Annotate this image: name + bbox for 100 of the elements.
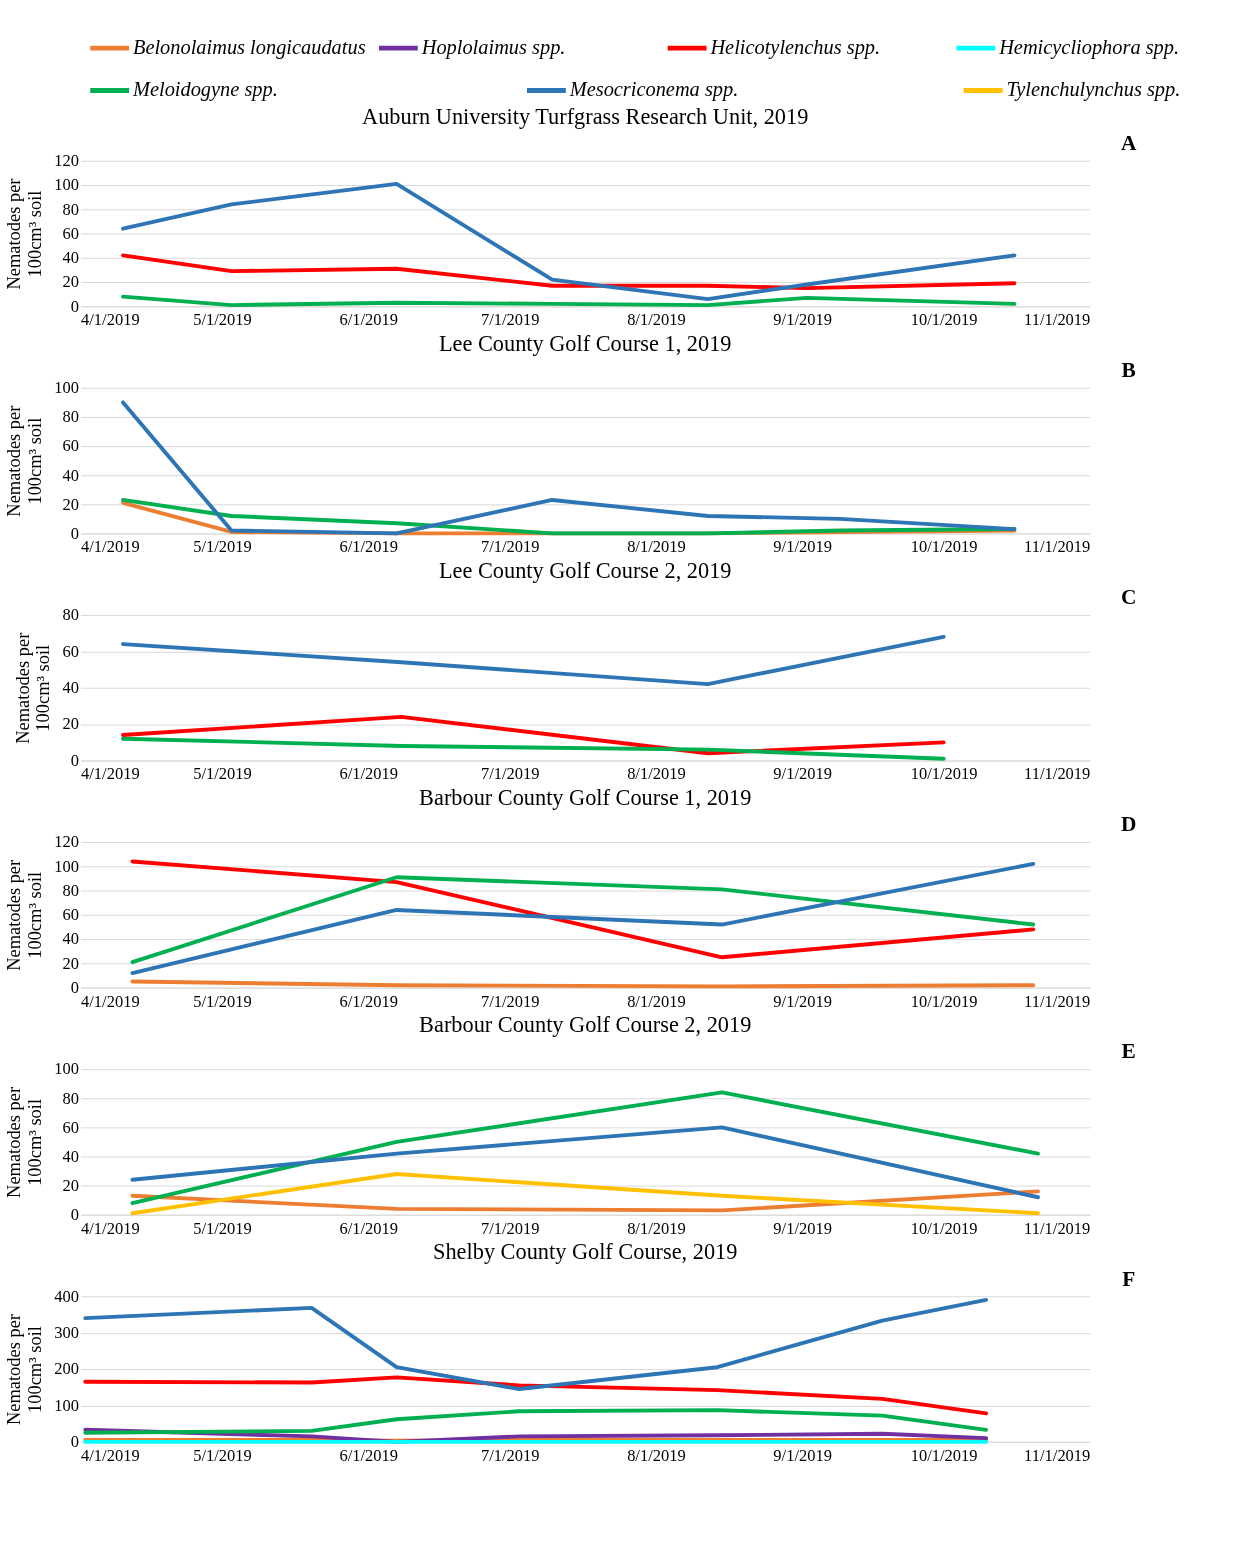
y-tick-label: 40 xyxy=(62,465,80,485)
y-tick-label: 0 xyxy=(70,750,80,770)
x-tick-label: 7/1/2019 xyxy=(480,1445,540,1465)
x-tick-label: 7/1/2019 xyxy=(480,310,540,330)
y-tick-label: 20 xyxy=(62,494,80,514)
x-tick-label: 11/1/2019 xyxy=(1024,764,1091,784)
x-tick-label: 11/1/2019 xyxy=(1024,1445,1091,1465)
legend-label: Mesocriconema spp. xyxy=(568,78,739,102)
x-tick-label: 10/1/2019 xyxy=(910,310,978,330)
y-tick-label: 40 xyxy=(62,248,80,268)
y-tick-label: 100 xyxy=(54,1059,80,1079)
x-tick-label: 8/1/2019 xyxy=(627,310,686,330)
y-tick-label: 300 xyxy=(54,1322,80,1342)
y-tick-label: 0 xyxy=(70,523,80,543)
chart-title: Barbour County Golf Course 1, 2019 xyxy=(419,785,752,811)
x-tick-label: 7/1/2019 xyxy=(480,764,540,784)
x-tick-label: 8/1/2019 xyxy=(627,764,686,784)
x-tick-label: 9/1/2019 xyxy=(773,537,832,557)
x-tick-label: 9/1/2019 xyxy=(773,1445,832,1465)
text: D xyxy=(1120,812,1137,837)
y-tick-label: 80 xyxy=(62,605,80,625)
y-tick-label: 100 xyxy=(54,175,80,195)
x-tick-label: 11/1/2019 xyxy=(1024,537,1091,557)
x-tick-label: 10/1/2019 xyxy=(910,1218,978,1238)
y-tick-label: 80 xyxy=(62,880,80,900)
x-tick-label: 5/1/2019 xyxy=(193,764,252,784)
x-tick-label: 7/1/2019 xyxy=(480,1218,540,1238)
x-tick-label: 6/1/2019 xyxy=(339,991,399,1011)
y-tick-label: 0 xyxy=(70,1432,80,1452)
legend-label: Helicotylenchus spp. xyxy=(709,35,881,59)
text: E xyxy=(1121,1039,1136,1064)
y-tick-label: 100 xyxy=(54,378,80,398)
x-tick-label: 6/1/2019 xyxy=(339,764,399,784)
y-tick-label: 20 xyxy=(62,1175,80,1195)
y-tick-label: 60 xyxy=(62,1117,80,1137)
x-tick-label: 5/1/2019 xyxy=(193,537,252,557)
chart-title: Barbour County Golf Course 2, 2019 xyxy=(419,1012,752,1038)
text: F xyxy=(1122,1266,1136,1291)
y-tick-label: 40 xyxy=(62,1146,80,1166)
legend-label: Tylenchulynchus spp. xyxy=(1006,78,1181,102)
x-tick-label: 9/1/2019 xyxy=(773,1218,832,1238)
text: B xyxy=(1121,358,1136,383)
x-tick-label: 11/1/2019 xyxy=(1024,310,1091,330)
x-tick-label: 11/1/2019 xyxy=(1024,991,1091,1011)
y-tick-label: 20 xyxy=(62,714,80,734)
text: C xyxy=(1120,585,1137,610)
x-tick-label: 4/1/2019 xyxy=(81,310,140,330)
x-tick-label: 7/1/2019 xyxy=(480,991,540,1011)
y-tick-label: 0 xyxy=(70,1205,80,1225)
x-tick-label: 9/1/2019 xyxy=(773,991,832,1011)
x-tick-label: 4/1/2019 xyxy=(81,1218,140,1238)
legend-label: Meloidogyne spp. xyxy=(131,78,278,102)
x-tick-label: 4/1/2019 xyxy=(81,537,140,557)
y-tick-label: 0 xyxy=(70,977,80,997)
chart-title: Shelby County Golf Course, 2019 xyxy=(433,1239,738,1265)
y-axis-title: Nematodes per 100cm³ soil xyxy=(4,178,45,290)
x-tick-label: 5/1/2019 xyxy=(193,310,252,330)
y-axis-title: Nematodes per 100cm³ soil xyxy=(4,1314,45,1426)
y-tick-label: 40 xyxy=(62,678,80,698)
x-tick-label: 10/1/2019 xyxy=(910,1445,978,1465)
x-tick-label: 8/1/2019 xyxy=(627,1445,686,1465)
y-axis-title: Nematodes per 100cm³ soil xyxy=(4,405,45,517)
y-tick-label: 80 xyxy=(62,1088,80,1108)
text: A xyxy=(1120,131,1137,156)
x-tick-label: 9/1/2019 xyxy=(773,764,832,784)
chart-title: Lee County Golf Course 1, 2019 xyxy=(438,330,732,356)
x-tick-label: 5/1/2019 xyxy=(193,1218,252,1238)
x-tick-label: 5/1/2019 xyxy=(193,1445,252,1465)
x-tick-label: 4/1/2019 xyxy=(81,991,140,1011)
y-axis-title: Nematodes per 100cm³ soil xyxy=(12,632,54,744)
y-tick-label: 60 xyxy=(62,641,80,661)
x-tick-label: 6/1/2019 xyxy=(339,537,399,557)
x-tick-label: 4/1/2019 xyxy=(81,1445,140,1465)
y-tick-label: 80 xyxy=(62,199,80,219)
x-tick-label: 7/1/2019 xyxy=(480,537,540,557)
x-tick-label: 4/1/2019 xyxy=(81,764,140,784)
x-tick-label: 8/1/2019 xyxy=(627,1218,686,1238)
y-tick-label: 120 xyxy=(54,151,80,171)
chart-title: Auburn University Turfgrass Research Unit, 2019 xyxy=(362,103,809,129)
x-tick-label: 10/1/2019 xyxy=(910,537,978,557)
x-tick-label: 10/1/2019 xyxy=(910,991,978,1011)
y-tick-label: 200 xyxy=(54,1359,80,1379)
y-tick-label: 60 xyxy=(62,905,80,925)
y-tick-label: 100 xyxy=(54,1395,80,1415)
y-axis-title: Nematodes per 100cm³ soil xyxy=(4,1086,45,1198)
y-axis-title: Nematodes per 100cm³ soil xyxy=(4,859,45,971)
y-tick-label: 20 xyxy=(62,953,80,973)
y-tick-label: 60 xyxy=(62,223,80,243)
legend-label: Hoplolaimus spp. xyxy=(420,35,566,59)
x-tick-label: 8/1/2019 xyxy=(627,537,686,557)
x-tick-label: 10/1/2019 xyxy=(910,764,978,784)
x-tick-label: 6/1/2019 xyxy=(339,1218,399,1238)
legend-label: Hemicycliophora spp. xyxy=(998,35,1180,59)
y-tick-label: 400 xyxy=(54,1286,80,1306)
y-tick-label: 0 xyxy=(70,296,80,316)
y-tick-label: 20 xyxy=(62,272,80,292)
y-tick-label: 120 xyxy=(54,832,80,852)
y-tick-label: 80 xyxy=(62,407,80,427)
x-tick-label: 9/1/2019 xyxy=(773,310,832,330)
legend-label: Belonolaimus longicaudatus xyxy=(132,35,366,59)
